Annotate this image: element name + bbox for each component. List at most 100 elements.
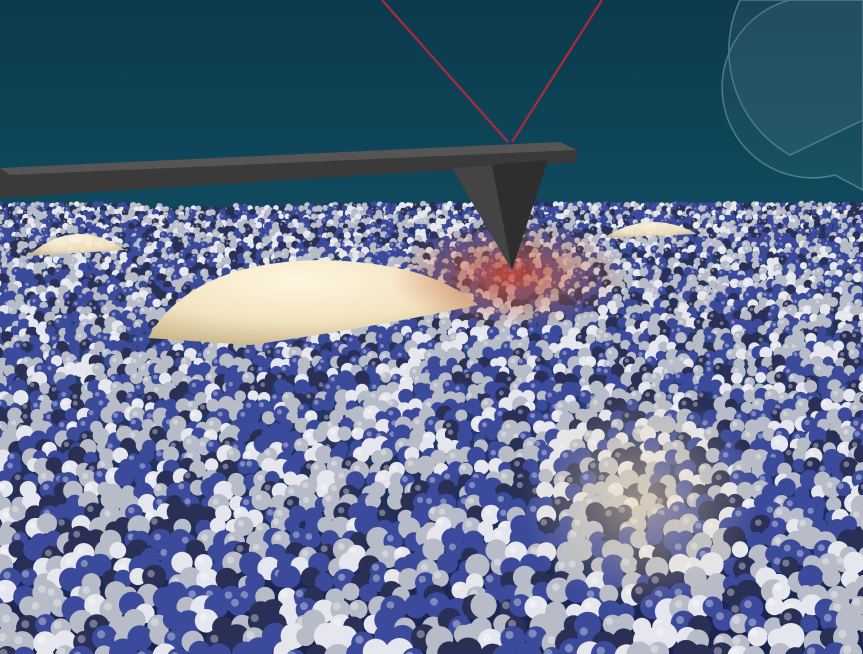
particle [118,222,125,229]
particle [687,257,696,266]
particle-highlight [126,326,131,331]
particle-highlight [651,212,655,215]
particle [408,227,415,234]
particle-highlight [183,286,187,290]
particle [739,262,748,272]
particle [137,343,147,354]
particle-highlight [727,350,732,355]
particle-highlight [282,212,285,215]
particle-highlight [188,274,193,279]
particle-highlight [23,249,27,253]
particle-highlight [201,249,205,253]
particle [92,200,100,208]
particle-highlight [596,334,601,339]
particle-highlight [705,214,708,217]
particle-highlight [271,255,275,258]
particle-highlight [738,210,741,213]
particle-highlight [531,207,534,211]
particle-highlight [170,207,173,211]
particle-highlight [441,219,444,222]
particle [752,273,762,283]
particle-highlight [785,327,790,331]
particle-highlight [780,287,784,291]
particle [15,273,25,283]
particle-highlight [679,356,684,361]
particle [158,210,165,217]
particle-highlight [743,224,746,227]
particle-highlight [696,286,701,290]
particle-highlight [758,337,763,342]
particle-highlight [712,238,716,241]
particle-highlight [796,314,800,318]
particle [662,252,670,259]
particle-highlight [777,210,780,213]
particle [362,232,368,239]
particle-highlight [603,333,608,338]
particle-highlight [832,281,836,285]
particle-highlight [743,208,746,211]
particle [298,205,305,212]
particle-highlight [745,292,749,297]
decorative-arcs [721,0,863,191]
particle-highlight [292,358,297,363]
particle-highlight [373,237,376,241]
particle [156,240,166,250]
particle-highlight [153,299,157,304]
particle-highlight [65,204,68,206]
particle-highlight [624,358,630,363]
particle-highlight [162,254,165,257]
particle [842,218,848,224]
particle-highlight [362,349,367,354]
particle-highlight [677,248,681,252]
particle [171,291,180,300]
particle-highlight [123,228,126,231]
particle-highlight [387,227,390,230]
particle-highlight [758,220,761,223]
particle-highlight [665,244,668,248]
particle-highlight [36,205,40,209]
particle [844,272,853,282]
particle-highlight [258,219,262,222]
particle [278,213,284,219]
particle-highlight [221,214,224,217]
particle-highlight [16,202,19,205]
particle-highlight [145,259,149,263]
particle [84,251,91,259]
particle [617,317,628,328]
particle [18,261,28,271]
particle [444,204,451,211]
particle-highlight [854,242,857,246]
particle [715,291,724,300]
particle [248,209,256,216]
particle [724,200,732,208]
particle-highlight [804,269,808,273]
particle [584,205,590,211]
particle-highlight [386,234,389,238]
particle [788,237,796,245]
particle [858,246,863,254]
particle [611,332,623,344]
particle-highlight [743,242,747,245]
particle-highlight [277,258,280,262]
particle-highlight [826,223,829,227]
particle-highlight [1,212,5,215]
particle [420,200,427,208]
particle [123,235,131,243]
particle-highlight [426,319,431,323]
particle [54,267,64,277]
particle-highlight [458,328,462,333]
particle [589,226,598,235]
particle [288,247,296,254]
particle [396,221,403,229]
particle [748,226,756,234]
particle [381,219,388,226]
particle-highlight [742,287,746,292]
particle-highlight [167,277,171,281]
particle [215,262,223,270]
particle [208,266,219,277]
particle-highlight [655,269,659,273]
particle-highlight [65,207,68,210]
particle-highlight [745,234,749,237]
particle [607,215,613,221]
particle-highlight [133,216,136,219]
